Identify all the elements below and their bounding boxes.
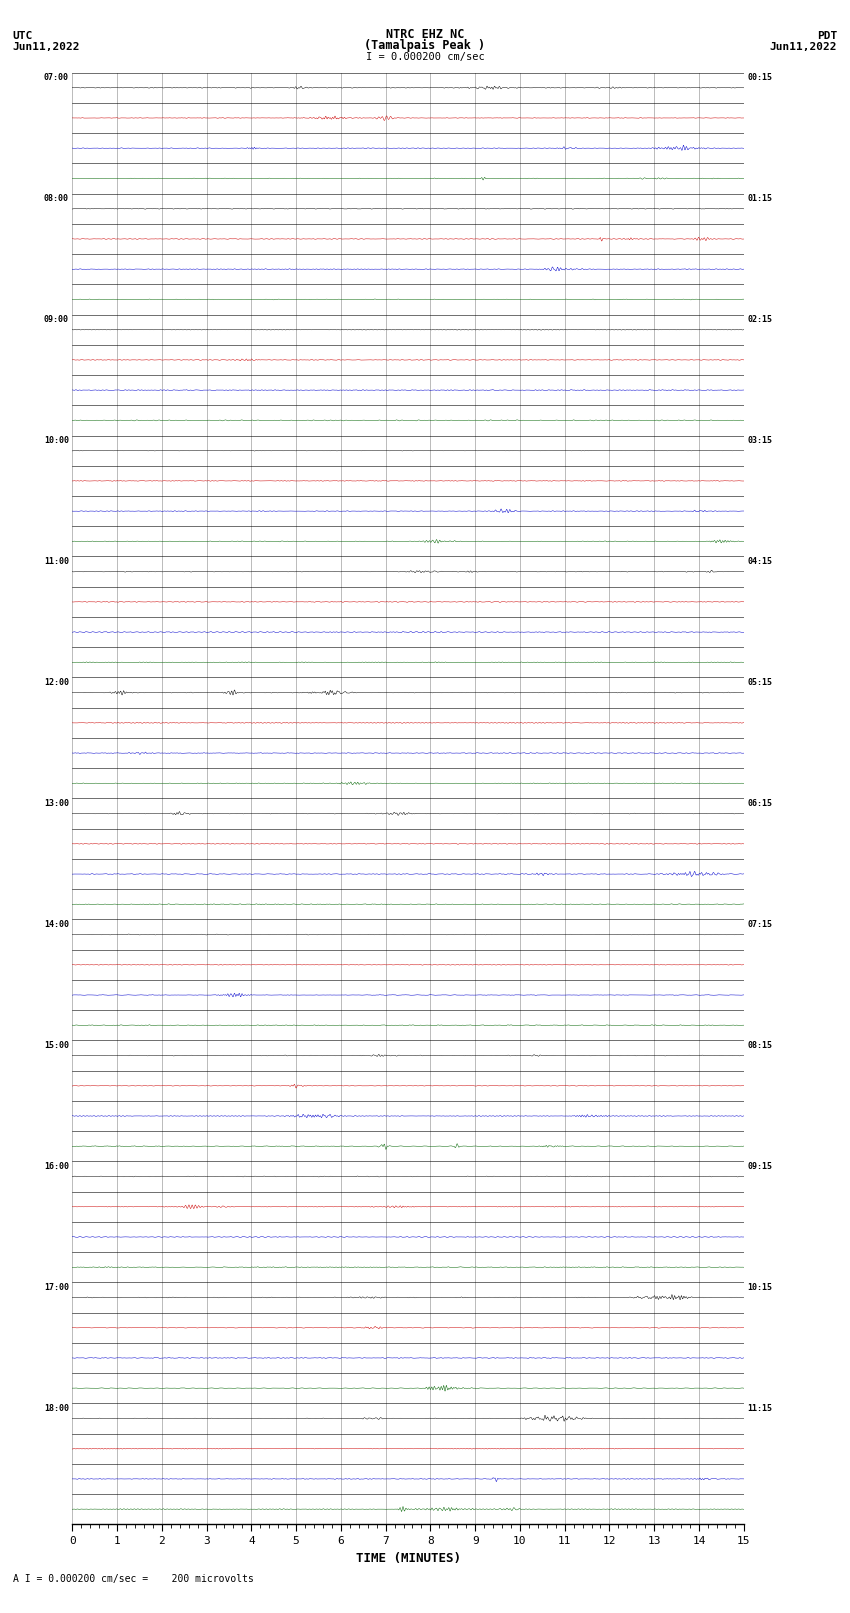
Text: 09:15: 09:15: [747, 1161, 772, 1171]
Text: 01:15: 01:15: [747, 194, 772, 203]
Text: 02:15: 02:15: [747, 315, 772, 324]
Text: 17:00: 17:00: [44, 1282, 69, 1292]
Text: A I = 0.000200 cm/sec =    200 microvolts: A I = 0.000200 cm/sec = 200 microvolts: [13, 1574, 253, 1584]
X-axis label: TIME (MINUTES): TIME (MINUTES): [355, 1552, 461, 1565]
Text: 10:00: 10:00: [44, 436, 69, 445]
Text: 06:15: 06:15: [747, 798, 772, 808]
Text: Jun11,2022: Jun11,2022: [13, 42, 80, 52]
Text: 08:00: 08:00: [44, 194, 69, 203]
Text: 16:00: 16:00: [44, 1161, 69, 1171]
Text: (Tamalpais Peak ): (Tamalpais Peak ): [365, 39, 485, 52]
Text: 11:15: 11:15: [747, 1403, 772, 1413]
Text: PDT: PDT: [817, 31, 837, 40]
Text: 09:00: 09:00: [44, 315, 69, 324]
Text: 03:15: 03:15: [747, 436, 772, 445]
Text: 18:00: 18:00: [44, 1403, 69, 1413]
Text: I = 0.000200 cm/sec: I = 0.000200 cm/sec: [366, 52, 484, 63]
Text: NTRC EHZ NC: NTRC EHZ NC: [386, 27, 464, 40]
Text: 12:00: 12:00: [44, 677, 69, 687]
Text: 05:15: 05:15: [747, 677, 772, 687]
Text: 08:15: 08:15: [747, 1040, 772, 1050]
Text: 07:15: 07:15: [747, 919, 772, 929]
Text: 04:15: 04:15: [747, 556, 772, 566]
Text: 10:15: 10:15: [747, 1282, 772, 1292]
Text: 00:15: 00:15: [747, 73, 772, 82]
Text: 07:00: 07:00: [44, 73, 69, 82]
Text: 11:00: 11:00: [44, 556, 69, 566]
Text: 15:00: 15:00: [44, 1040, 69, 1050]
Text: 13:00: 13:00: [44, 798, 69, 808]
Text: UTC: UTC: [13, 31, 33, 40]
Text: 14:00: 14:00: [44, 919, 69, 929]
Text: Jun11,2022: Jun11,2022: [770, 42, 837, 52]
